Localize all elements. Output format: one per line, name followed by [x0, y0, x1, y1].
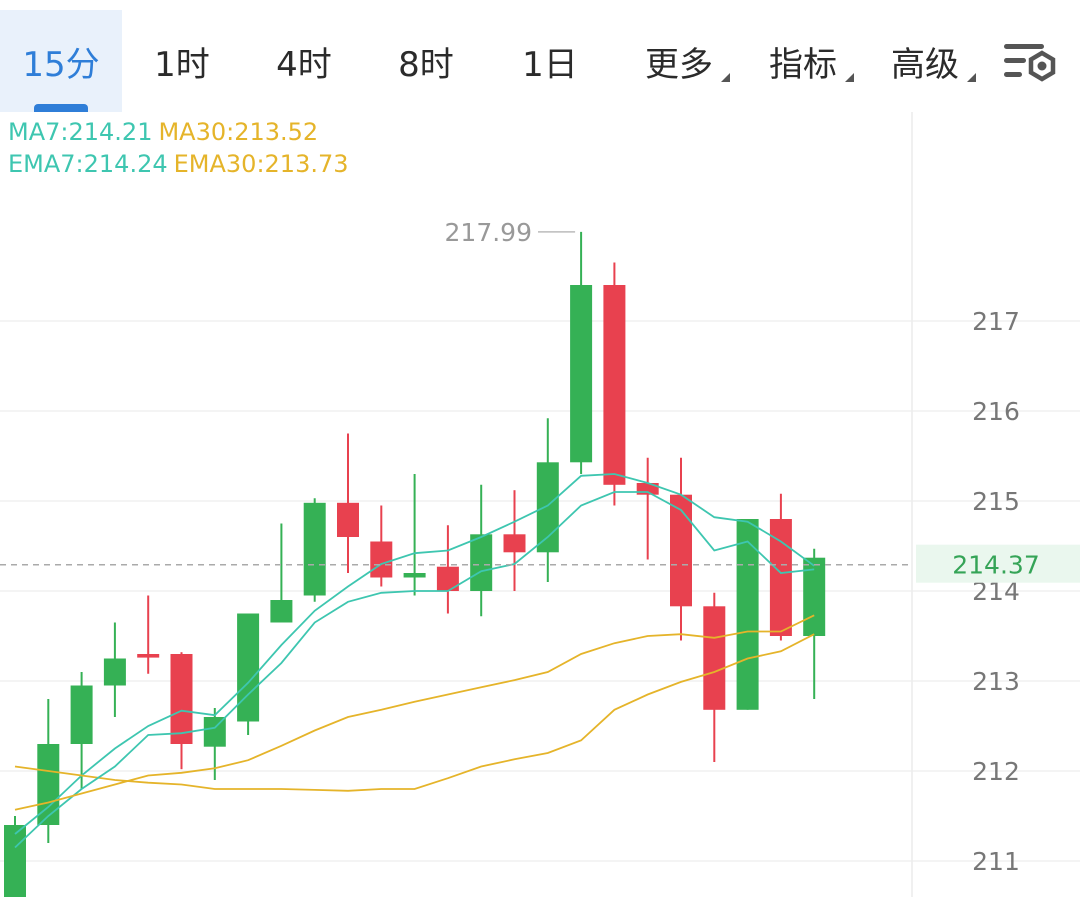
tab-advanced-label: 高级 — [891, 44, 959, 85]
candle-body — [70, 685, 93, 744]
tab-1h[interactable]: 1时 — [128, 10, 236, 112]
ma7-line — [14, 473, 815, 835]
candle-body — [803, 557, 826, 636]
candle-body — [170, 654, 193, 744]
ma7-value: MA7:214.21 — [8, 118, 153, 146]
candle-body — [703, 606, 726, 710]
candle-body — [503, 534, 526, 553]
dropdown-triangle-icon — [721, 73, 730, 82]
ema30-value: EMA30:213.73 — [173, 150, 349, 178]
current-price-label: 214.37 — [952, 551, 1039, 580]
candle-body — [137, 654, 160, 658]
timeframe-tab-bar: 15分 1时 4时 8时 1日 更多 指标 高级 — [0, 0, 1080, 112]
candle — [536, 418, 559, 582]
ema7-line — [14, 491, 815, 849]
candle-body — [37, 744, 60, 825]
candle — [703, 592, 726, 762]
candle — [370, 505, 393, 587]
candle — [736, 519, 759, 710]
candle-body — [370, 541, 393, 578]
candle — [636, 457, 659, 560]
dropdown-triangle-icon — [967, 73, 976, 82]
candle — [303, 498, 326, 602]
tab-indicators[interactable]: 指标 — [754, 10, 854, 112]
chart-settings-icon[interactable] — [1000, 36, 1058, 88]
candle-body — [203, 717, 226, 747]
ma-legend-row: MA7:214.21 MA30:213.52 — [8, 116, 355, 148]
candle-body — [736, 519, 759, 710]
y-tick-label: 215 — [972, 487, 1020, 516]
ema-legend-row: EMA7:214.24 EMA30:213.73 — [8, 148, 355, 180]
candle — [70, 672, 93, 789]
y-tick-label: 216 — [972, 397, 1020, 426]
candle-body — [536, 462, 559, 553]
candle — [270, 523, 293, 623]
candle — [603, 262, 626, 506]
dropdown-triangle-icon — [845, 73, 854, 82]
candle — [403, 474, 426, 596]
candle — [769, 493, 792, 641]
tab-1d[interactable]: 1日 — [496, 10, 604, 112]
candle-body — [303, 502, 326, 596]
y-tick-label: 217 — [972, 307, 1020, 336]
tab-advanced[interactable]: 高级 — [876, 10, 976, 112]
tab-15m-label: 15分 — [22, 44, 100, 85]
tab-8h-label: 8时 — [398, 44, 454, 85]
candle — [503, 490, 526, 591]
tab-indicators-label: 指标 — [769, 44, 837, 85]
candle — [237, 613, 260, 735]
candle-body — [570, 285, 593, 463]
candle — [670, 457, 692, 641]
tab-4h-label: 4时 — [276, 44, 332, 85]
candle — [103, 622, 126, 717]
candle-body — [470, 534, 493, 591]
candle-body — [670, 494, 692, 607]
tab-1h-label: 1时 — [154, 44, 210, 85]
chart-overlays: 214.37 217.99 — [0, 218, 1080, 583]
candle — [570, 231, 593, 474]
high-marker-label: 217.99 — [445, 218, 532, 247]
indicator-lines — [14, 473, 815, 849]
candle — [137, 595, 160, 674]
candle-body — [270, 600, 293, 623]
tab-1d-label: 1日 — [522, 44, 578, 85]
active-tab-indicator — [34, 104, 88, 112]
tab-15m[interactable]: 15分 — [0, 10, 122, 112]
candle-body — [436, 566, 459, 591]
ema30-line — [14, 614, 815, 811]
candle-body — [769, 519, 792, 636]
tab-more[interactable]: 更多 — [630, 10, 730, 112]
candle — [436, 525, 459, 614]
current-price-box — [916, 544, 1080, 583]
grid-lines — [0, 320, 1080, 862]
candle-body — [603, 285, 626, 485]
tab-more-label: 更多 — [645, 44, 713, 85]
y-tick-label: 211 — [972, 847, 1020, 876]
indicator-legend: MA7:214.21 MA30:213.52 EMA7:214.24 EMA30:2… — [8, 116, 355, 180]
y-tick-label: 213 — [972, 667, 1020, 696]
candles-group — [4, 231, 826, 897]
tab-8h[interactable]: 8时 — [372, 10, 480, 112]
candle-body — [4, 825, 26, 897]
y-tick-label: 212 — [972, 757, 1020, 786]
candle-body — [103, 658, 126, 686]
candle — [337, 433, 359, 573]
ma30-line — [14, 633, 815, 792]
tab-4h[interactable]: 4时 — [250, 10, 358, 112]
ema7-value: EMA7:214.24 — [8, 150, 168, 178]
candle-body — [636, 483, 659, 495]
candle-body — [403, 573, 426, 578]
candle-body — [237, 613, 260, 722]
candle — [470, 484, 493, 617]
candle — [803, 548, 826, 699]
candle-body — [337, 502, 359, 537]
ma30-value: MA30:213.52 — [158, 118, 319, 146]
